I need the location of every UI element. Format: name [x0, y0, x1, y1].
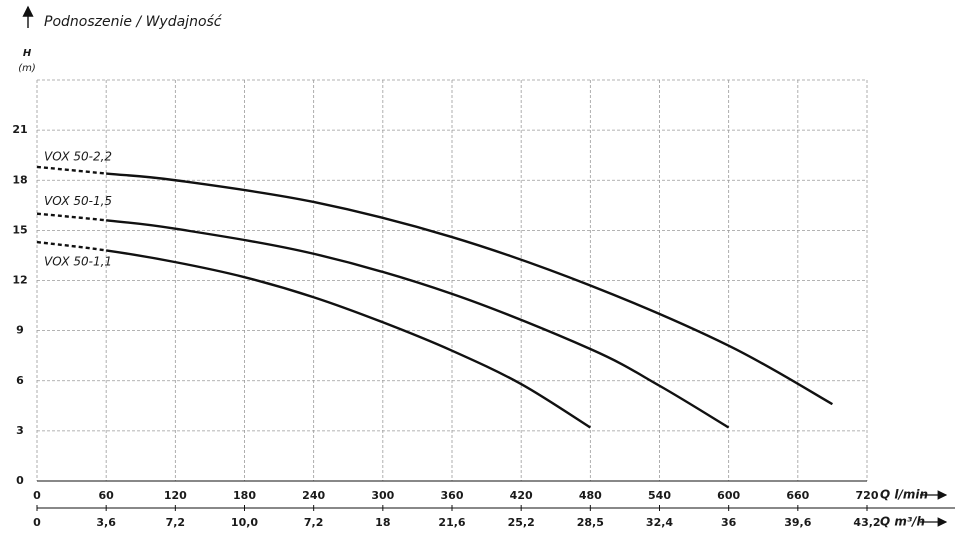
y-axis-unit: (m) [18, 63, 36, 74]
x2-tick-label: 25,2 [508, 516, 535, 529]
x2-axis-label: Q m³/h [880, 515, 925, 529]
x2-tick-label: 10,0 [231, 516, 258, 529]
y-tick-label: 15 [12, 223, 27, 236]
y-tick-label: 12 [12, 274, 27, 287]
y-tick-label: 0 [16, 474, 24, 487]
y-tick-label: 9 [16, 324, 24, 337]
series-line [106, 172, 834, 406]
y-tick-label: 21 [12, 123, 27, 136]
x-tick-label: 180 [233, 489, 256, 502]
x2-tick-label: 7,2 [166, 516, 186, 529]
x2-tick-label: 36 [721, 516, 737, 529]
series-line-dashed [36, 165, 107, 175]
x2-tick-label: 7,2 [304, 516, 324, 529]
series-line-dashed [36, 212, 107, 222]
x-tick-label: 240 [302, 489, 325, 502]
y-tick-label: 6 [16, 374, 24, 387]
chart-title: Podnoszenie / Wydajność [44, 14, 223, 30]
series-line [105, 249, 591, 429]
series-line [106, 219, 730, 429]
y-axis-label: H [23, 48, 32, 59]
x-tick-label: 120 [164, 489, 187, 502]
x2-tick-label: 39,6 [784, 516, 811, 529]
series-label: VOX 50-1,1 [44, 255, 112, 269]
x-tick-label: 60 [99, 489, 115, 502]
x-tick-label: 660 [786, 489, 809, 502]
x2-tick-label: 32,4 [646, 516, 673, 529]
x-tick-label: 0 [33, 489, 41, 502]
x2-tick-label: 21,6 [438, 516, 465, 529]
x-tick-label: 420 [510, 489, 533, 502]
x-tick-label: 300 [371, 489, 394, 502]
x-axis-label: Q l/min [880, 488, 928, 502]
series-label: VOX 50-1,5 [44, 194, 112, 208]
y-tick-label: 18 [12, 173, 27, 186]
x2-tick-label: 43,2 [853, 516, 880, 529]
x2-tick-label: 3,6 [96, 516, 116, 529]
x-tick-label: 360 [441, 489, 464, 502]
x2-tick-label: 18 [375, 516, 390, 529]
x2-tick-label: 0 [33, 516, 41, 529]
series-line-dashed [36, 240, 107, 252]
x-tick-label: 540 [648, 489, 671, 502]
series-label: VOX 50-2,2 [44, 149, 112, 163]
x-tick-label: 720 [856, 489, 879, 502]
x2-tick-label: 28,5 [577, 516, 604, 529]
x-tick-label: 480 [579, 489, 602, 502]
y-tick-label: 3 [16, 424, 24, 437]
x-tick-label: 600 [717, 489, 740, 502]
